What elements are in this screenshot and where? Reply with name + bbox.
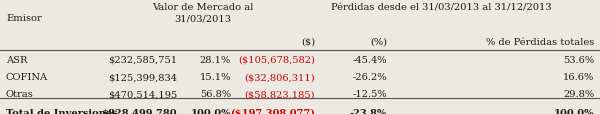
Text: 100.0%: 100.0% xyxy=(191,108,231,114)
Text: ($58,823,185): ($58,823,185) xyxy=(244,89,315,98)
Text: 100.0%: 100.0% xyxy=(554,108,594,114)
Text: (%): (%) xyxy=(370,38,387,47)
Text: % de Pérdidas totales: % de Pérdidas totales xyxy=(486,38,594,47)
Text: Pérdidas desde el 31/03/2013 al 31/12/2013: Pérdidas desde el 31/03/2013 al 31/12/20… xyxy=(331,3,551,12)
Text: $125,399,834: $125,399,834 xyxy=(108,72,177,81)
Text: ASR: ASR xyxy=(6,55,28,64)
Text: -45.4%: -45.4% xyxy=(353,55,387,64)
Text: COFINA: COFINA xyxy=(6,72,48,81)
Text: 29.8%: 29.8% xyxy=(563,89,594,98)
Text: Otras: Otras xyxy=(6,89,34,98)
Text: 56.8%: 56.8% xyxy=(200,89,231,98)
Text: ($105,678,582): ($105,678,582) xyxy=(238,55,315,64)
Text: 53.6%: 53.6% xyxy=(563,55,594,64)
Text: Emisor: Emisor xyxy=(6,14,42,23)
Text: Total de Inversiones: Total de Inversiones xyxy=(6,108,118,114)
Text: 16.6%: 16.6% xyxy=(563,72,594,81)
Text: -26.2%: -26.2% xyxy=(353,72,387,81)
Text: $828,499,780: $828,499,780 xyxy=(101,108,177,114)
Text: $470,514,195: $470,514,195 xyxy=(108,89,177,98)
Text: -12.5%: -12.5% xyxy=(352,89,387,98)
Text: -23.8%: -23.8% xyxy=(350,108,387,114)
Text: ($32,806,311): ($32,806,311) xyxy=(244,72,315,81)
Text: ($197,308,077): ($197,308,077) xyxy=(230,108,315,114)
Text: $232,585,751: $232,585,751 xyxy=(108,55,177,64)
Text: 15.1%: 15.1% xyxy=(200,72,231,81)
Text: ($): ($) xyxy=(301,38,315,47)
Text: Valor de Mercado al
31/03/2013: Valor de Mercado al 31/03/2013 xyxy=(152,3,253,24)
Text: 28.1%: 28.1% xyxy=(200,55,231,64)
